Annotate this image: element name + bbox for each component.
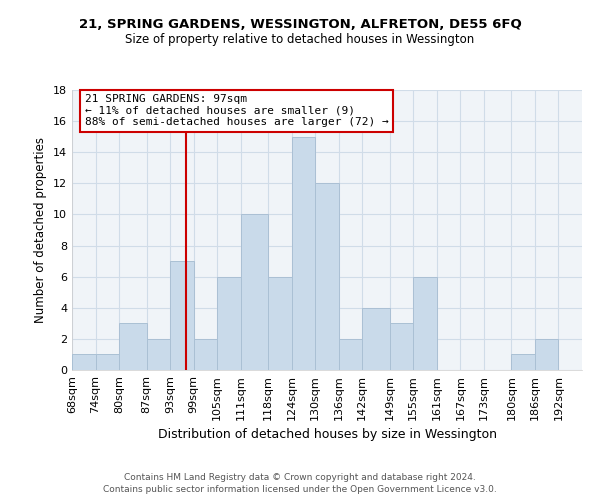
Y-axis label: Number of detached properties: Number of detached properties: [34, 137, 47, 323]
Bar: [292, 136, 315, 370]
Bar: [241, 214, 268, 370]
Bar: [119, 324, 146, 370]
Bar: [535, 339, 559, 370]
Text: 21 SPRING GARDENS: 97sqm
← 11% of detached houses are smaller (9)
88% of semi-de: 21 SPRING GARDENS: 97sqm ← 11% of detach…: [85, 94, 389, 128]
Bar: [315, 184, 339, 370]
Text: Size of property relative to detached houses in Wessington: Size of property relative to detached ho…: [125, 32, 475, 46]
Bar: [146, 339, 170, 370]
Bar: [194, 339, 217, 370]
X-axis label: Distribution of detached houses by size in Wessington: Distribution of detached houses by size …: [157, 428, 497, 441]
Bar: [72, 354, 95, 370]
Bar: [413, 276, 437, 370]
Bar: [511, 354, 535, 370]
Text: Contains HM Land Registry data © Crown copyright and database right 2024.: Contains HM Land Registry data © Crown c…: [124, 472, 476, 482]
Bar: [268, 276, 292, 370]
Bar: [217, 276, 241, 370]
Bar: [390, 324, 413, 370]
Text: Contains public sector information licensed under the Open Government Licence v3: Contains public sector information licen…: [103, 485, 497, 494]
Text: 21, SPRING GARDENS, WESSINGTON, ALFRETON, DE55 6FQ: 21, SPRING GARDENS, WESSINGTON, ALFRETON…: [79, 18, 521, 30]
Bar: [170, 261, 194, 370]
Bar: [339, 339, 362, 370]
Bar: [362, 308, 390, 370]
Bar: [95, 354, 119, 370]
